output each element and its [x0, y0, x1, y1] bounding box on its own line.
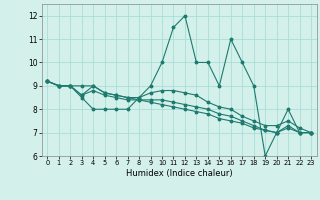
X-axis label: Humidex (Indice chaleur): Humidex (Indice chaleur)	[126, 169, 233, 178]
